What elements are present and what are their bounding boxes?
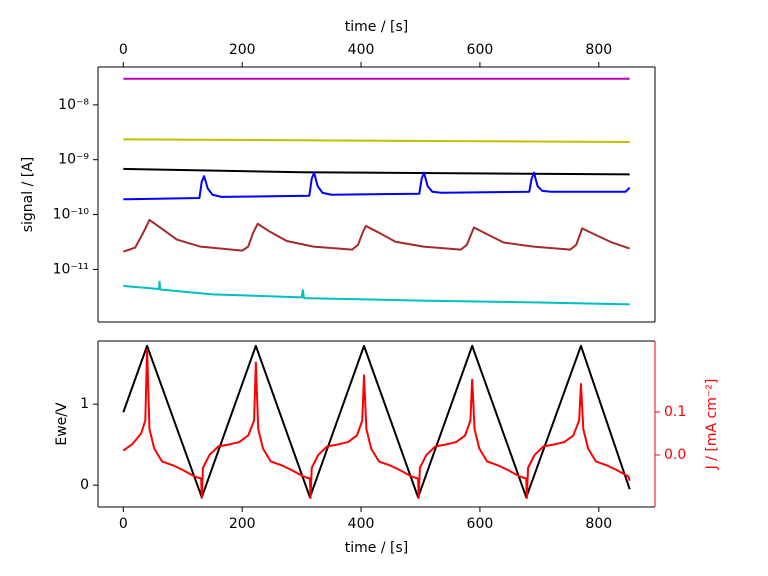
x-axis-label: time / [s] bbox=[345, 540, 408, 556]
y-tick-label: 1 bbox=[80, 396, 89, 412]
x-axis-label: time / [s] bbox=[345, 19, 408, 35]
x-tick-label: 200 bbox=[229, 516, 256, 532]
series-line bbox=[123, 138, 630, 144]
x-tick-label: 800 bbox=[585, 42, 612, 58]
series-line bbox=[123, 167, 630, 176]
y2-tick-label: 0.1 bbox=[664, 404, 686, 420]
series-line bbox=[122, 348, 631, 499]
x-tick-label: 600 bbox=[467, 516, 494, 532]
x-tick-label: 600 bbox=[467, 42, 494, 58]
x-tick-label: 0 bbox=[119, 42, 128, 58]
y-tick-label: 10⁻⁸ bbox=[58, 97, 89, 113]
y-tick-label: 0 bbox=[80, 477, 89, 493]
x-tick-label: 200 bbox=[229, 42, 256, 58]
y-tick-label: 10⁻¹¹ bbox=[53, 261, 89, 277]
y2-tick-label: 0.0 bbox=[664, 447, 686, 463]
y-axis-label: Ewe/V bbox=[54, 402, 70, 446]
series-line bbox=[123, 280, 630, 306]
series-line bbox=[122, 218, 631, 253]
x-tick-label: 0 bbox=[119, 516, 128, 532]
y-tick-label: 10⁻¹⁰ bbox=[53, 207, 90, 223]
y2-axis-label: J / [mA cm⁻²] bbox=[704, 379, 720, 471]
series-line bbox=[123, 171, 631, 201]
y-tick-label: 10⁻⁹ bbox=[58, 152, 89, 168]
series-line bbox=[122, 344, 631, 499]
y-axis-label: signal / [A] bbox=[20, 157, 36, 233]
x-tick-label: 800 bbox=[585, 516, 612, 532]
x-tick-label: 400 bbox=[348, 516, 375, 532]
x-tick-label: 400 bbox=[348, 42, 375, 58]
